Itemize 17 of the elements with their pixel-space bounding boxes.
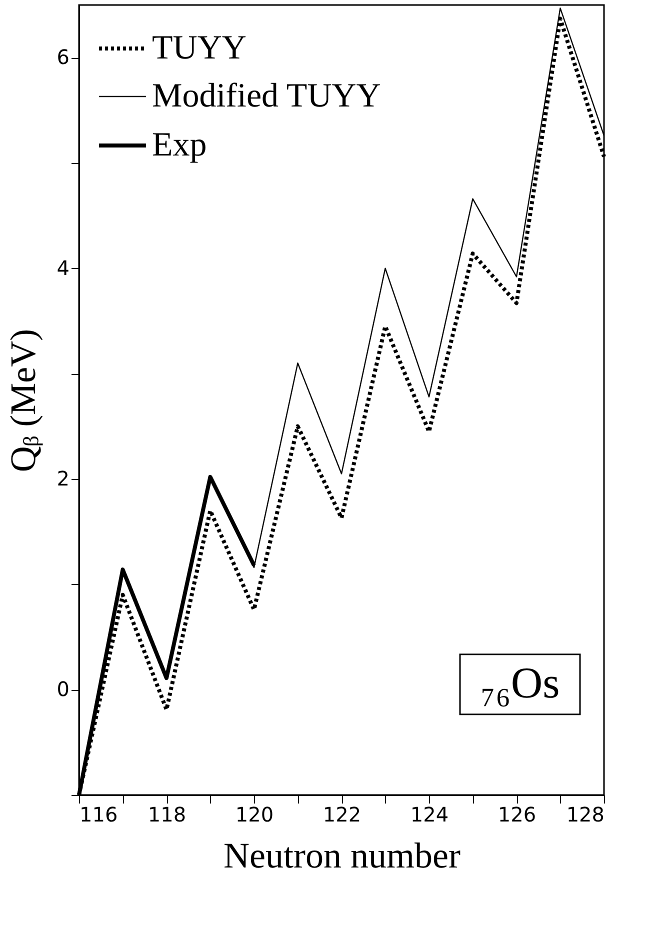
x-tick-label: 126 bbox=[498, 802, 536, 826]
x-tick-label: 122 bbox=[322, 802, 362, 826]
x-axis-title: Neutron number bbox=[224, 836, 460, 876]
x-tick-label: 118 bbox=[148, 802, 186, 826]
annotation: ₇₆Os bbox=[480, 658, 560, 708]
x-tick-label: 128 bbox=[566, 802, 604, 826]
legend-label: TUYY bbox=[152, 30, 246, 66]
y-tick-label: 2 bbox=[56, 466, 70, 490]
y-tick-label: 6 bbox=[56, 45, 70, 70]
legend-label: Modified TUYY bbox=[152, 78, 381, 114]
y-tick-label: 4 bbox=[56, 256, 70, 280]
x-tick-label: 124 bbox=[410, 802, 449, 826]
y-axis-title: Qᵦ (MeV) bbox=[2, 328, 43, 472]
y-tick-label: 0 bbox=[56, 677, 70, 702]
x-tick-label: 120 bbox=[235, 802, 274, 826]
x-tick-label: 116 bbox=[80, 802, 118, 826]
legend-label: Exp bbox=[152, 126, 207, 164]
